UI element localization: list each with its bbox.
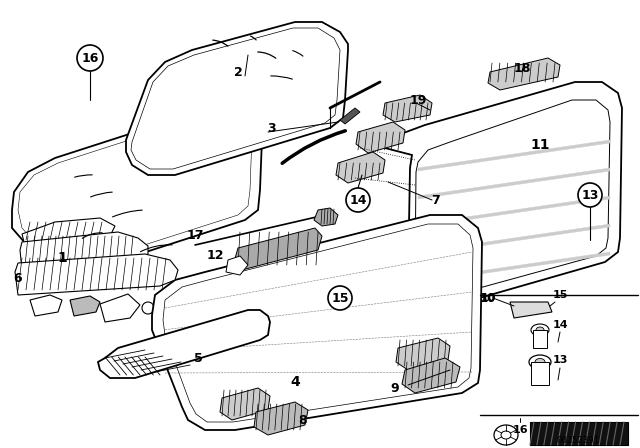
Text: 3: 3 (268, 121, 276, 134)
Polygon shape (533, 330, 547, 348)
Text: 5: 5 (194, 352, 202, 365)
Text: 1: 1 (57, 251, 67, 265)
Polygon shape (418, 252, 610, 283)
Polygon shape (510, 302, 552, 318)
Text: 18: 18 (513, 61, 531, 74)
Polygon shape (254, 402, 308, 435)
Polygon shape (126, 22, 348, 175)
Polygon shape (418, 140, 610, 171)
Polygon shape (20, 232, 148, 270)
Text: 16: 16 (512, 425, 528, 435)
Polygon shape (340, 108, 360, 124)
Polygon shape (418, 224, 610, 255)
Text: 14: 14 (552, 320, 568, 330)
Text: 2: 2 (234, 65, 243, 78)
Text: 9: 9 (390, 382, 399, 395)
Text: 17: 17 (186, 228, 204, 241)
Text: 15: 15 (332, 292, 349, 305)
Polygon shape (418, 196, 610, 227)
Ellipse shape (531, 324, 549, 336)
Polygon shape (530, 422, 628, 445)
Polygon shape (226, 256, 248, 275)
Circle shape (578, 183, 602, 207)
Text: 10: 10 (480, 293, 496, 303)
Text: 7: 7 (431, 194, 440, 207)
Text: 16: 16 (81, 52, 99, 65)
Polygon shape (356, 122, 405, 153)
Polygon shape (220, 388, 270, 420)
Polygon shape (396, 338, 450, 370)
Text: 13: 13 (552, 355, 568, 365)
Polygon shape (314, 208, 338, 226)
Text: 10: 10 (480, 292, 496, 305)
Polygon shape (15, 254, 178, 295)
Text: 00252391: 00252391 (557, 435, 600, 444)
Circle shape (77, 45, 103, 71)
Polygon shape (152, 215, 482, 430)
Text: 19: 19 (410, 94, 427, 107)
Ellipse shape (494, 425, 518, 445)
Polygon shape (383, 95, 432, 122)
Polygon shape (418, 168, 610, 199)
Text: 12: 12 (206, 249, 224, 262)
Polygon shape (12, 108, 262, 270)
Polygon shape (385, 82, 622, 305)
Text: 4: 4 (290, 375, 300, 389)
Text: 6: 6 (13, 271, 22, 284)
Polygon shape (98, 310, 270, 378)
Text: 8: 8 (299, 414, 307, 426)
Polygon shape (70, 296, 100, 316)
Ellipse shape (536, 327, 544, 333)
Polygon shape (488, 58, 560, 90)
Text: 13: 13 (581, 189, 598, 202)
Polygon shape (531, 362, 549, 385)
Text: 11: 11 (531, 138, 550, 152)
Circle shape (142, 302, 154, 314)
Text: 14: 14 (349, 194, 367, 207)
Text: 15: 15 (552, 290, 568, 300)
Circle shape (328, 286, 352, 310)
Polygon shape (100, 294, 140, 322)
Polygon shape (22, 218, 115, 246)
Polygon shape (234, 228, 322, 270)
Ellipse shape (501, 431, 511, 439)
Polygon shape (336, 152, 385, 183)
Polygon shape (30, 295, 62, 316)
Ellipse shape (535, 358, 545, 366)
Ellipse shape (529, 355, 551, 369)
Polygon shape (402, 358, 460, 393)
Circle shape (346, 188, 370, 212)
